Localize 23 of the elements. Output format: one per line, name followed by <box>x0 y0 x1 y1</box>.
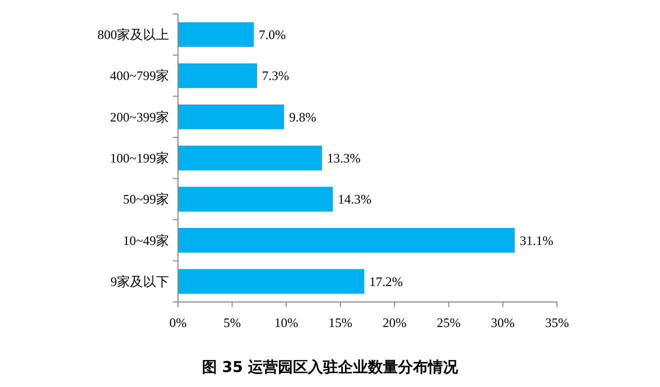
y-tick-label: 9家及以下 <box>110 274 169 289</box>
data-label: 7.0% <box>258 27 286 42</box>
data-label: 7.3% <box>262 68 290 84</box>
x-tick-label: 0% <box>169 315 187 330</box>
data-label: 31.1% <box>520 232 554 248</box>
x-tick-label: 30% <box>490 315 515 330</box>
x-tick-label: 20% <box>382 315 407 330</box>
x-tick-label: 10% <box>274 315 298 330</box>
data-label: 9.8% <box>289 109 316 124</box>
y-tick-label: 800家及以上 <box>98 27 169 42</box>
data-label: 14.3% <box>338 192 372 207</box>
data-label: 17.2% <box>369 274 403 289</box>
x-tick-label: 25% <box>436 315 461 330</box>
y-tick-label: 50~99家 <box>122 192 169 207</box>
y-tick-label: 10~49家 <box>122 232 169 248</box>
x-tick-label: 5% <box>223 315 241 330</box>
data-label: 13.3% <box>327 150 361 166</box>
y-tick-label: 400~799家 <box>110 68 169 84</box>
x-tick-label: 15% <box>328 315 353 330</box>
y-tick-label: 200~399家 <box>110 109 169 124</box>
text: 图 35 运营园区入驻企业数量分布情况 <box>202 358 460 376</box>
x-tick-label: 35% <box>545 315 570 330</box>
y-tick-label: 100~199家 <box>110 150 169 166</box>
